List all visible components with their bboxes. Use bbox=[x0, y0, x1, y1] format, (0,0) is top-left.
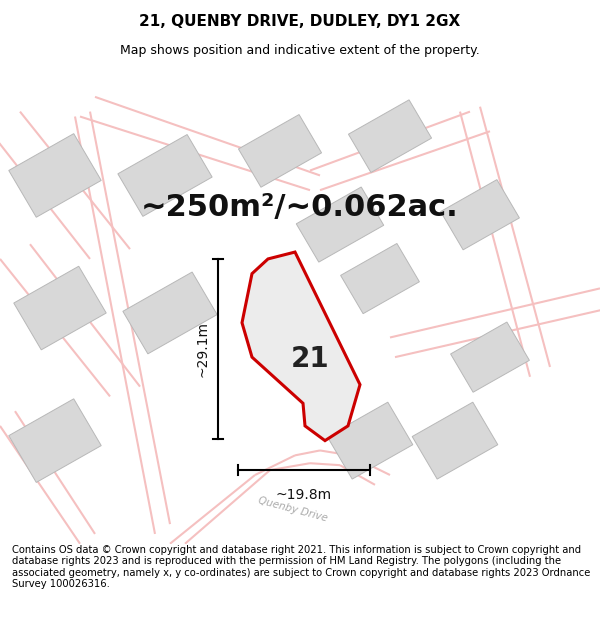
Polygon shape bbox=[238, 114, 322, 188]
Polygon shape bbox=[327, 402, 413, 479]
Polygon shape bbox=[9, 134, 101, 218]
Polygon shape bbox=[349, 100, 431, 172]
Text: Quenby Drive: Quenby Drive bbox=[257, 495, 329, 524]
Polygon shape bbox=[296, 187, 384, 262]
Polygon shape bbox=[412, 402, 498, 479]
Text: Contains OS data © Crown copyright and database right 2021. This information is : Contains OS data © Crown copyright and d… bbox=[12, 544, 590, 589]
Polygon shape bbox=[14, 266, 106, 350]
Text: 21, QUENBY DRIVE, DUDLEY, DY1 2GX: 21, QUENBY DRIVE, DUDLEY, DY1 2GX bbox=[139, 14, 461, 29]
Text: ~19.8m: ~19.8m bbox=[276, 488, 332, 502]
Polygon shape bbox=[123, 272, 217, 354]
Polygon shape bbox=[451, 322, 529, 392]
Polygon shape bbox=[440, 179, 520, 250]
Text: ~29.1m: ~29.1m bbox=[195, 321, 209, 377]
Polygon shape bbox=[341, 244, 419, 314]
Polygon shape bbox=[9, 399, 101, 482]
Polygon shape bbox=[118, 134, 212, 216]
Text: ~250m²/~0.062ac.: ~250m²/~0.062ac. bbox=[141, 193, 459, 222]
Polygon shape bbox=[242, 252, 360, 441]
Text: Map shows position and indicative extent of the property.: Map shows position and indicative extent… bbox=[120, 44, 480, 57]
Text: 21: 21 bbox=[290, 346, 329, 373]
